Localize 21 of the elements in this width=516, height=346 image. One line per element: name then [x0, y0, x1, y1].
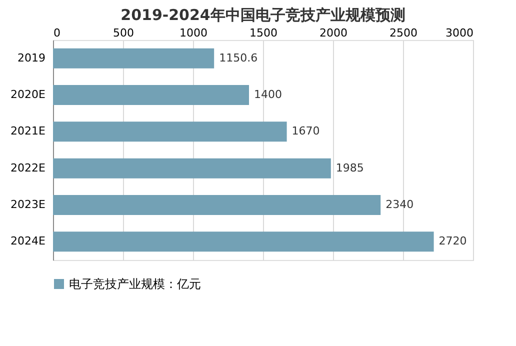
y-tick-label: 2024E — [10, 234, 46, 248]
x-tick-label: 500 — [113, 26, 134, 40]
y-tick-label: 2019 — [18, 51, 46, 64]
data-label: 2340 — [386, 198, 414, 211]
y-tick-label: 2022E — [10, 161, 46, 174]
y-tick-label: 2023E — [10, 198, 46, 211]
x-tick-label: 0 — [54, 26, 60, 40]
x-tick-label: 2500 — [390, 26, 418, 40]
x-tick-label: 3000 — [446, 26, 474, 40]
x-tick-label: 1000 — [180, 26, 208, 40]
x-tick-label: 2000 — [320, 26, 348, 40]
chart-title: 2019-2024年中国电子竞技产业规模预测 — [120, 6, 406, 24]
data-label: 1985 — [336, 161, 364, 174]
data-label: 2720 — [438, 234, 467, 248]
data-label: 1670 — [292, 124, 320, 138]
data-label: 1150.6 — [219, 51, 258, 64]
data-label: 1400 — [254, 88, 282, 101]
legend-label: 电子竞技产业规模：亿元 — [69, 277, 201, 291]
y-tick-label: 2021E — [10, 124, 46, 138]
x-tick-label: 1500 — [250, 26, 278, 40]
y-tick-label: 2020E — [10, 88, 46, 101]
